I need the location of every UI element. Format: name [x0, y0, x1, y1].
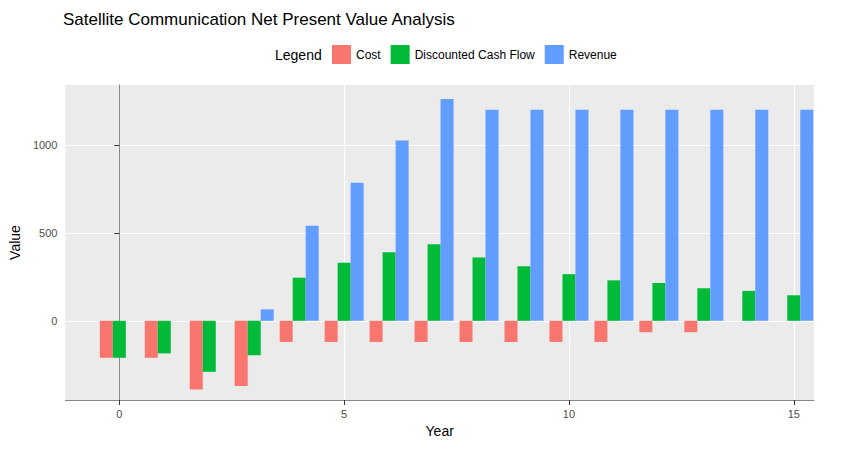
svg-text:10: 10 — [563, 408, 575, 420]
svg-text:0: 0 — [116, 408, 122, 420]
svg-text:0: 0 — [51, 315, 57, 327]
svg-text:500: 500 — [39, 227, 57, 239]
svg-text:5: 5 — [341, 408, 347, 420]
svg-text:Satellite Communication Net Pr: Satellite Communication Net Present Valu… — [63, 10, 455, 29]
svg-text:1000: 1000 — [33, 139, 57, 151]
svg-text:Legend: Legend — [275, 47, 322, 63]
svg-text:Year: Year — [426, 423, 455, 439]
svg-text:Value: Value — [7, 225, 23, 260]
svg-text:Revenue: Revenue — [569, 48, 617, 62]
svg-text:Discounted Cash Flow: Discounted Cash Flow — [415, 48, 535, 62]
svg-text:15: 15 — [788, 408, 800, 420]
svg-text:Cost: Cost — [356, 48, 381, 62]
